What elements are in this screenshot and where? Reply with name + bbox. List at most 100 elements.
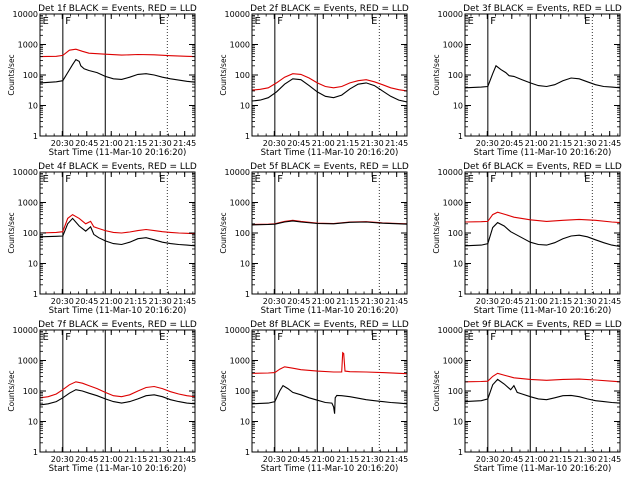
y-axis-label: Counts/sec	[7, 212, 16, 253]
y-tick-label: 10000	[225, 10, 250, 19]
x-tick-label: 20:30	[476, 455, 499, 464]
series-line-events	[40, 217, 195, 247]
panel-title: Det 2f BLACK = Events, RED = LLD	[250, 4, 409, 14]
x-tick-label: 21:30	[149, 297, 172, 306]
x-tick-label: 21:30	[149, 139, 172, 148]
x-tick-label: 21:00	[100, 139, 123, 148]
marker-label: E	[584, 332, 590, 343]
series-line-events	[252, 220, 407, 226]
x-tick-label: 20:30	[476, 139, 499, 148]
x-axis-label: Start Time (11-Mar-10 20:16:20)	[261, 464, 399, 474]
x-tick-label: 21:45	[173, 297, 196, 306]
panel-det-6: Det 6f BLACK = Events, RED = LLD E F E 1 10 10…	[432, 162, 622, 316]
marker-label: E	[42, 174, 48, 185]
x-tick-label: 21:15	[549, 455, 572, 464]
x-tick-label: 21:15	[124, 455, 147, 464]
y-axis-label: Counts/sec	[432, 54, 441, 95]
panel-det-4: Det 4f BLACK = Events, RED = LLD E F E 1 10 10…	[7, 162, 197, 316]
y-tick-label: 1000	[443, 357, 463, 366]
y-tick-label: 1	[458, 448, 463, 457]
y-tick-label: 1	[33, 448, 38, 457]
x-axis-label: Start Time (11-Mar-10 20:16:20)	[49, 464, 187, 474]
x-tick-label: 20:45	[500, 455, 523, 464]
panel-title: Det 1f BLACK = Events, RED = LLD	[38, 4, 197, 14]
y-tick-label: 10	[453, 418, 463, 427]
y-tick-label: 100	[235, 71, 250, 80]
y-tick-label: 1	[245, 448, 250, 457]
panel-det-5: Det 5f BLACK = Events, RED = LLD E F E 1 10 10…	[219, 162, 409, 316]
y-tick-label: 1000	[443, 41, 463, 50]
marker-label: E	[584, 174, 590, 185]
panel-title: Det 7f BLACK = Events, RED = LLD	[38, 320, 197, 330]
y-axis-label: Counts/sec	[219, 54, 228, 95]
y-tick-label: 1000	[18, 41, 38, 50]
panel-det-8: Det 8f BLACK = Events, RED = LLD E F E 1 10 10…	[219, 320, 409, 474]
y-tick-label: 10000	[13, 168, 38, 177]
x-tick-label: 21:00	[312, 297, 335, 306]
series-line-lld	[252, 73, 407, 92]
y-tick-label: 1000	[230, 41, 250, 50]
marker-label: F	[490, 332, 496, 343]
x-tick-label: 21:45	[598, 139, 621, 148]
y-tick-label: 10000	[225, 326, 250, 335]
y-tick-label: 100	[235, 387, 250, 396]
x-tick-label: 20:30	[263, 139, 286, 148]
y-tick-label: 10000	[225, 168, 250, 177]
series-line-lld	[40, 381, 195, 399]
x-tick-label: 21:15	[549, 139, 572, 148]
panel-title: Det 3f BLACK = Events, RED = LLD	[463, 4, 622, 14]
y-tick-label: 10	[28, 102, 38, 111]
marker-label: F	[490, 174, 496, 185]
x-tick-label: 20:45	[287, 297, 310, 306]
y-tick-label: 10	[453, 260, 463, 269]
x-tick-label: 20:30	[51, 455, 74, 464]
y-tick-label: 10	[28, 260, 38, 269]
x-tick-label: 21:15	[124, 139, 147, 148]
y-tick-label: 10000	[438, 10, 463, 19]
marker-label: E	[254, 332, 260, 343]
x-axis-label: Start Time (11-Mar-10 20:16:20)	[474, 464, 612, 474]
x-axis-label: Start Time (11-Mar-10 20:16:20)	[474, 306, 612, 316]
x-tick-label: 20:45	[500, 139, 523, 148]
x-tick-label: 21:00	[525, 297, 548, 306]
y-tick-label: 10	[240, 260, 250, 269]
y-tick-label: 1000	[18, 357, 38, 366]
y-tick-label: 1	[458, 290, 463, 299]
marker-label: E	[254, 174, 260, 185]
marker-label: F	[65, 174, 71, 185]
series-line-lld	[252, 351, 407, 375]
panel-title: Det 5f BLACK = Events, RED = LLD	[250, 162, 409, 172]
x-tick-label: 20:45	[287, 455, 310, 464]
series-line-lld	[465, 211, 620, 224]
y-tick-label: 100	[23, 387, 38, 396]
y-tick-label: 1	[33, 132, 38, 141]
marker-label: E	[371, 16, 377, 27]
marker-label: F	[277, 332, 283, 343]
marker-label: F	[490, 16, 496, 27]
x-tick-label: 20:45	[75, 455, 98, 464]
y-tick-label: 100	[448, 229, 463, 238]
marker-label: E	[584, 16, 590, 27]
y-tick-label: 1000	[230, 357, 250, 366]
marker-label: E	[467, 332, 473, 343]
x-tick-label: 21:30	[361, 455, 384, 464]
marker-label: F	[277, 174, 283, 185]
y-tick-label: 10000	[13, 10, 38, 19]
x-tick-label: 21:30	[574, 455, 597, 464]
series-line-events	[252, 384, 407, 414]
x-axis-label: Start Time (11-Mar-10 20:16:20)	[474, 148, 612, 158]
x-axis-label: Start Time (11-Mar-10 20:16:20)	[49, 148, 187, 158]
x-tick-label: 21:45	[385, 139, 408, 148]
marker-label: E	[371, 174, 377, 185]
x-tick-label: 21:00	[100, 455, 123, 464]
panel-det-9: Det 9f BLACK = Events, RED = LLD E F E 1 10 10…	[432, 320, 622, 474]
marker-label: F	[277, 16, 283, 27]
y-axis-label: Counts/sec	[432, 370, 441, 411]
x-tick-label: 21:45	[173, 139, 196, 148]
x-tick-label: 21:00	[525, 139, 548, 148]
marker-label: E	[467, 174, 473, 185]
x-tick-label: 20:45	[500, 297, 523, 306]
x-tick-label: 21:15	[124, 297, 147, 306]
panel-det-3: Det 3f BLACK = Events, RED = LLD E F E 1 10 10…	[432, 4, 622, 158]
panel-title: Det 6f BLACK = Events, RED = LLD	[463, 162, 622, 172]
